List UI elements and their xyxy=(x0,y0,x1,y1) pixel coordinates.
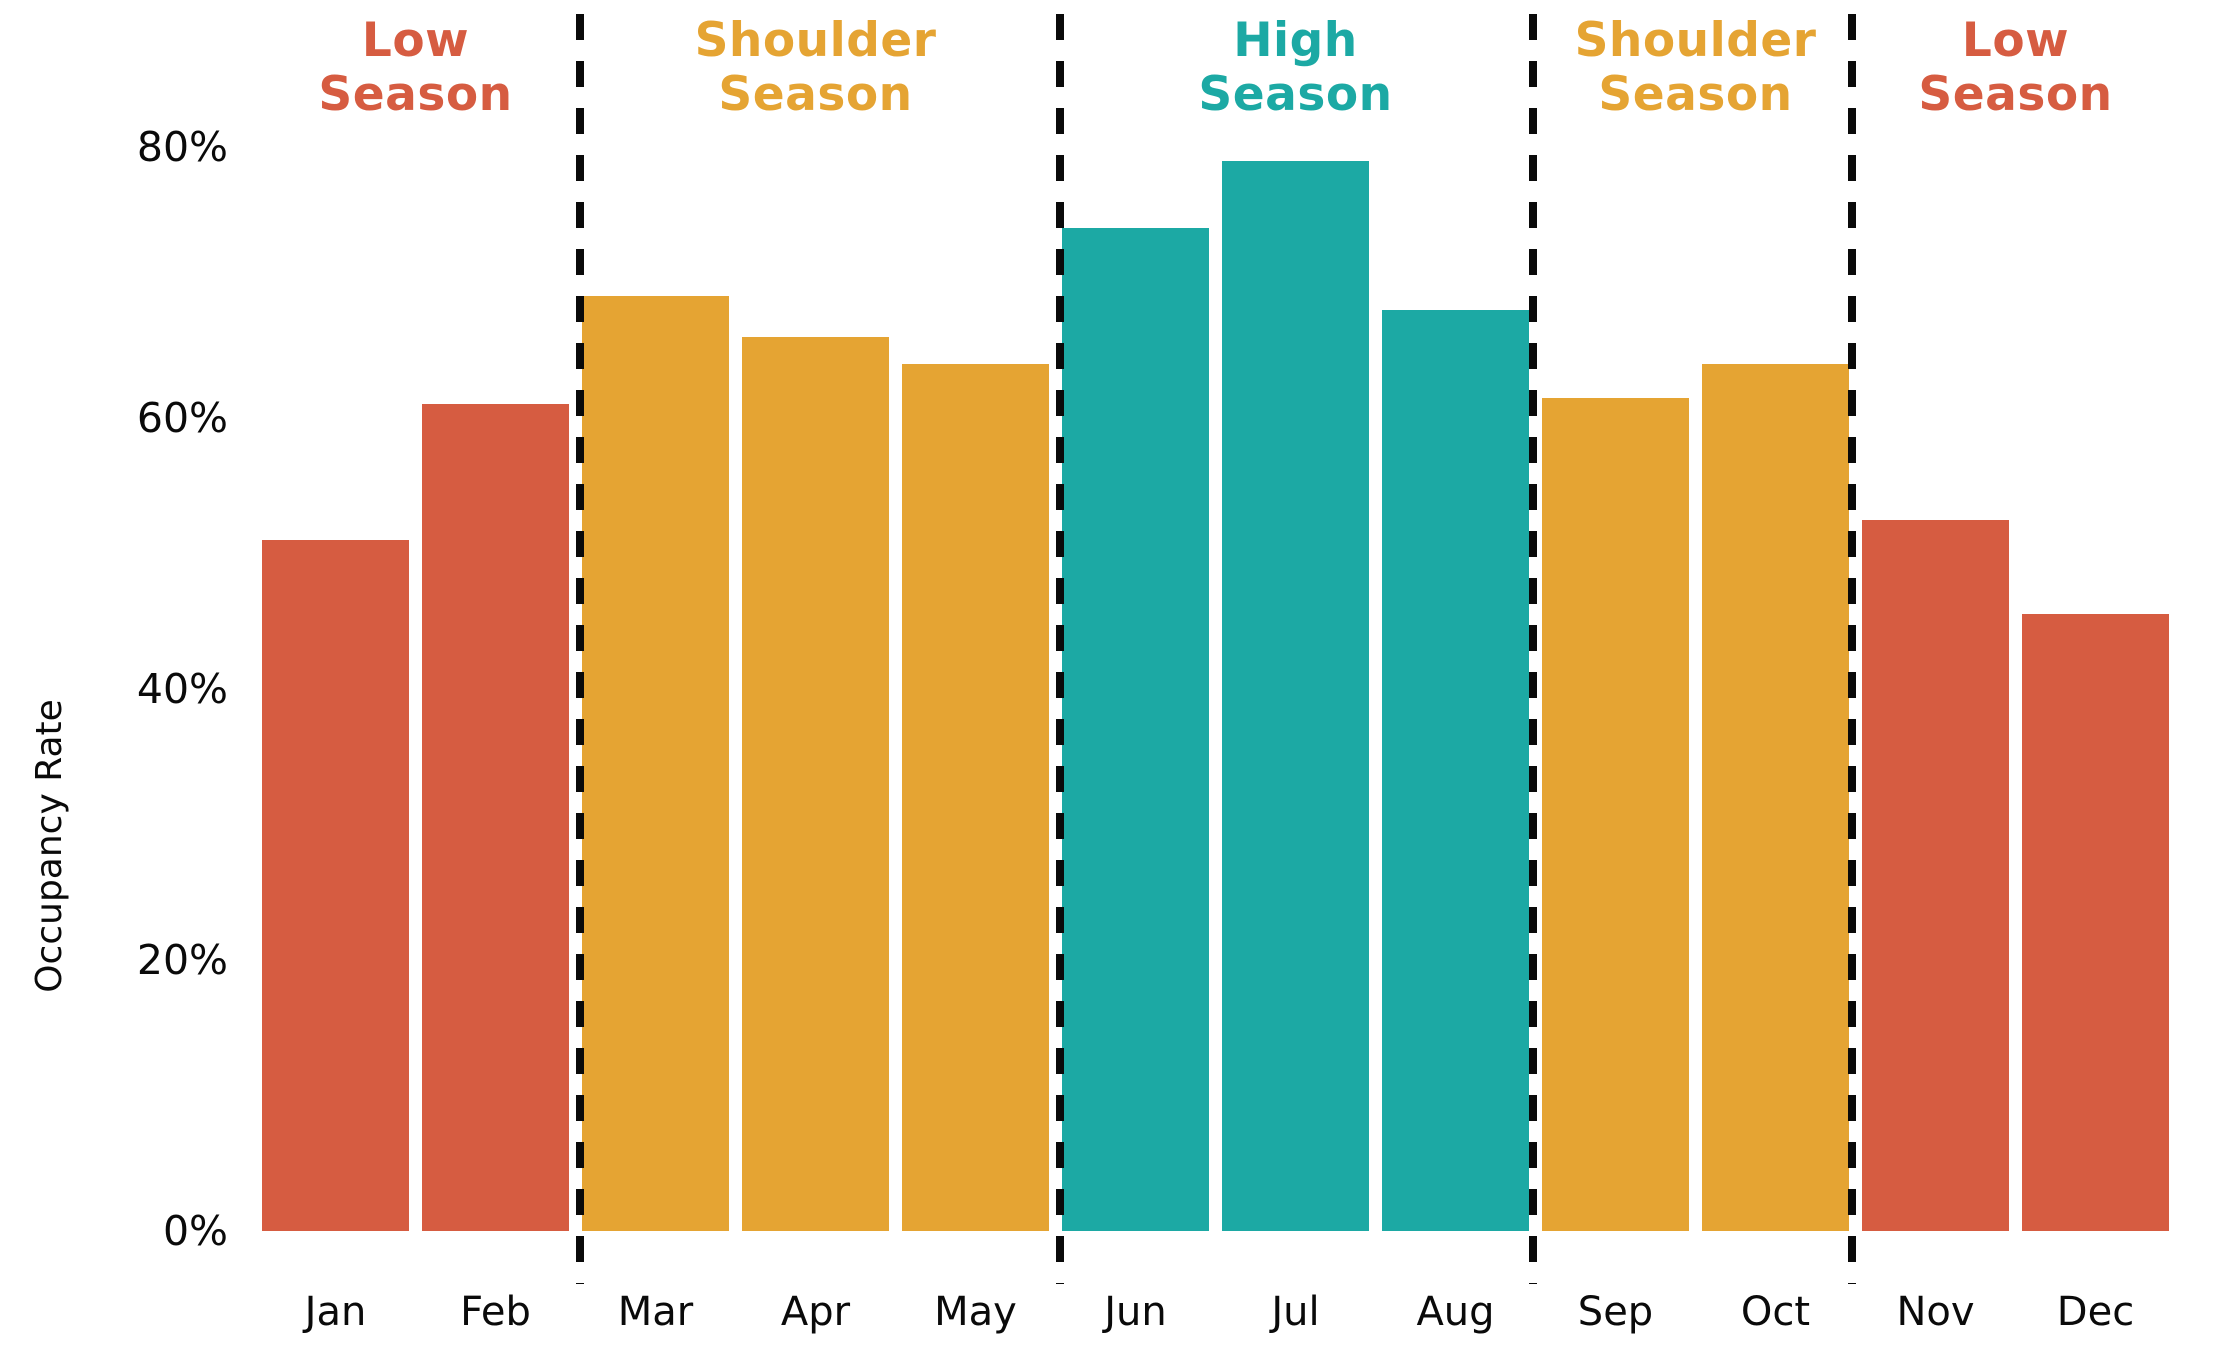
season-label-line1: Low xyxy=(1961,13,2070,68)
season-label-line1: Low xyxy=(361,13,470,68)
season-label-5-low-season: Low Season xyxy=(1806,14,2213,122)
season-label-line2: Season xyxy=(1918,67,2113,122)
x-label-aug: Aug xyxy=(1416,1289,1495,1335)
x-label-sep: Sep xyxy=(1577,1289,1654,1335)
x-label-mar: Mar xyxy=(617,1289,694,1335)
season-label-line1: Shoulder xyxy=(694,13,937,68)
bar-jan xyxy=(262,540,409,1231)
y-tick-label-80pct: 80% xyxy=(136,123,228,171)
season-label-line2: Season xyxy=(1598,67,1793,122)
bar-aug xyxy=(1382,310,1529,1231)
y-tick-label-60pct: 60% xyxy=(136,394,228,442)
season-label-line2: Season xyxy=(718,67,913,122)
bar-feb xyxy=(422,404,569,1231)
x-label-may: May xyxy=(934,1289,1017,1335)
season-label-line2: Season xyxy=(1198,67,1393,122)
x-label-feb: Feb xyxy=(460,1289,531,1335)
y-tick-label-40pct: 40% xyxy=(136,665,228,713)
x-label-oct: Oct xyxy=(1740,1289,1811,1335)
y-tick-label-0pct: 0% xyxy=(162,1207,228,1255)
season-divider-3 xyxy=(1529,14,1537,1284)
x-label-jun: Jun xyxy=(1104,1289,1167,1335)
bar-mar xyxy=(582,296,729,1231)
season-label-3-high-season: High Season xyxy=(1086,14,1506,122)
season-divider-2 xyxy=(1056,14,1064,1284)
x-label-jan: Jan xyxy=(304,1289,367,1335)
x-label-dec: Dec xyxy=(2056,1289,2135,1335)
bar-dec xyxy=(2022,614,2169,1231)
x-label-jul: Jul xyxy=(1271,1289,1320,1335)
bar-oct xyxy=(1702,364,1849,1231)
bar-apr xyxy=(742,337,889,1231)
season-label-line1: High xyxy=(1233,13,1358,68)
season-label-line2: Season xyxy=(318,67,513,122)
season-divider-4 xyxy=(1848,14,1856,1284)
season-label-4-shoulder-season: Shoulder Season xyxy=(1486,14,1906,122)
bar-jun xyxy=(1062,228,1209,1231)
y-tick-label-20pct: 20% xyxy=(136,936,228,984)
bar-sep xyxy=(1542,398,1689,1231)
bar-may xyxy=(902,364,1049,1231)
x-label-apr: Apr xyxy=(780,1289,851,1335)
bar-nov xyxy=(1862,520,2009,1231)
season-divider-1 xyxy=(576,14,584,1284)
season-label-2-shoulder-season: Shoulder Season xyxy=(606,14,1026,122)
season-label-1-low-season: Low Season xyxy=(206,14,626,122)
x-label-nov: Nov xyxy=(1896,1289,1975,1335)
season-label-line1: Shoulder xyxy=(1574,13,1817,68)
y-axis-title: Occupancy Rate xyxy=(29,699,70,993)
bar-jul xyxy=(1222,161,1369,1231)
